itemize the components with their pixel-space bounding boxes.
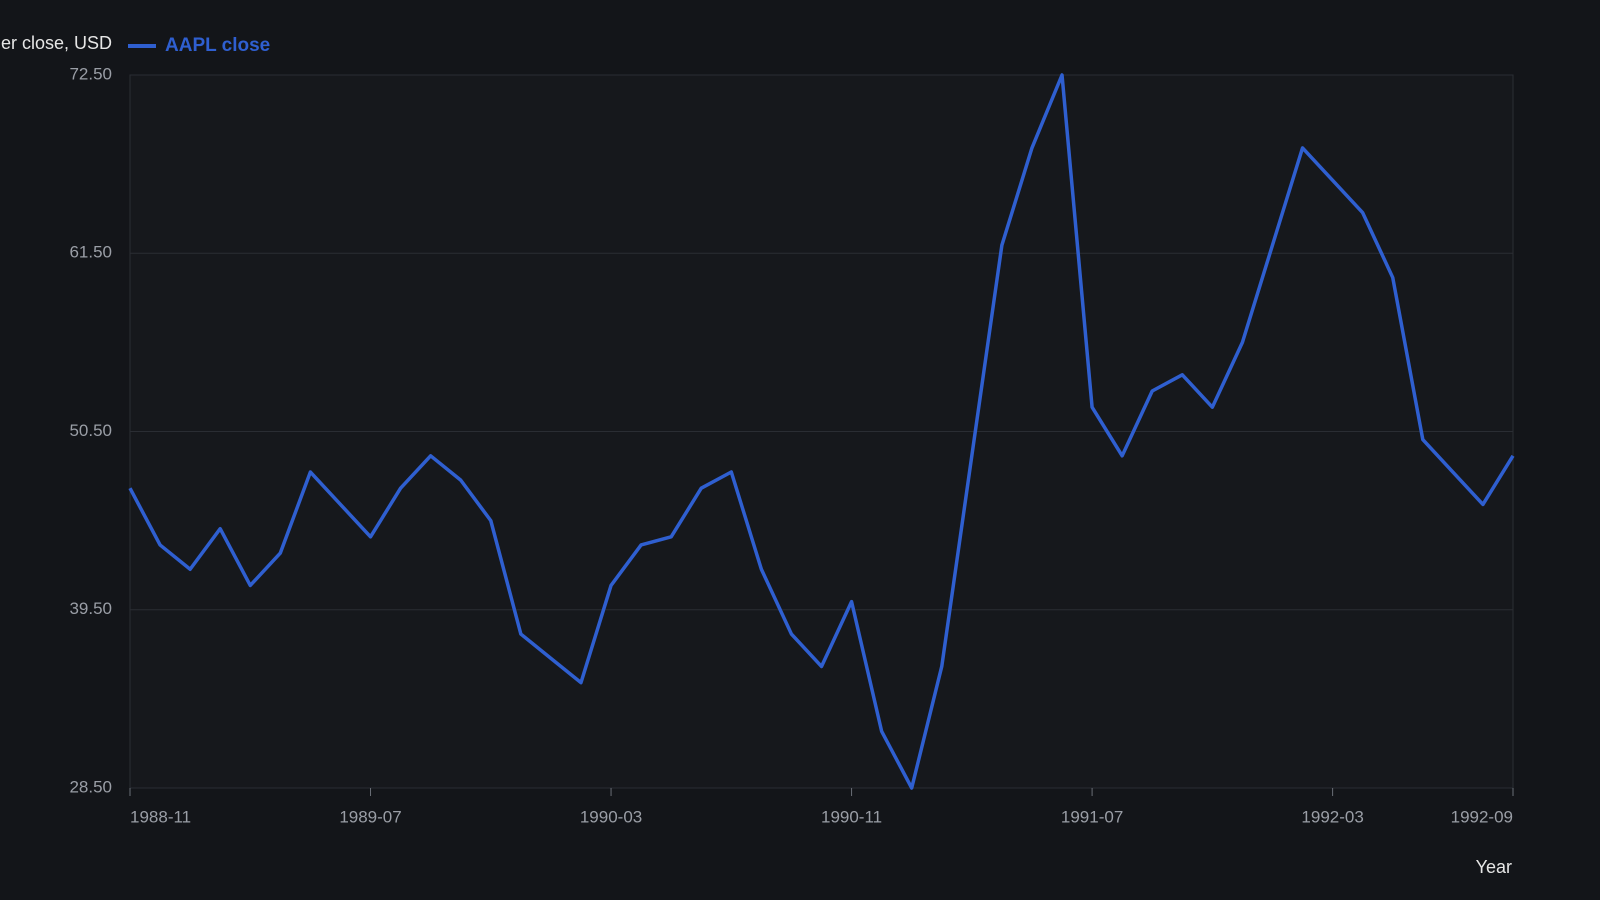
y-tick-label: 61.50 <box>69 243 112 262</box>
legend-label: AAPL close <box>165 35 270 56</box>
y-tick-label: 39.50 <box>69 599 112 618</box>
x-tick-label: 1990-11 <box>821 807 882 826</box>
y-axis-label: er close, USD <box>1 33 112 53</box>
y-tick-label: 72.50 <box>69 64 112 83</box>
x-tick-label: 1991-07 <box>1061 807 1123 826</box>
x-tick-label: 1990-03 <box>580 807 642 826</box>
x-axis-label: Year <box>1476 857 1512 877</box>
y-tick-label: 50.50 <box>69 421 112 440</box>
series-line <box>128 73 1515 790</box>
x-tick-label: 1992-09 <box>1451 807 1513 826</box>
y-tick-label: 28.50 <box>69 777 112 796</box>
x-tick-label: 1992-03 <box>1301 807 1363 826</box>
x-tick-label: 1989-07 <box>339 807 401 826</box>
x-tick-label: 1988-11 <box>130 807 191 826</box>
